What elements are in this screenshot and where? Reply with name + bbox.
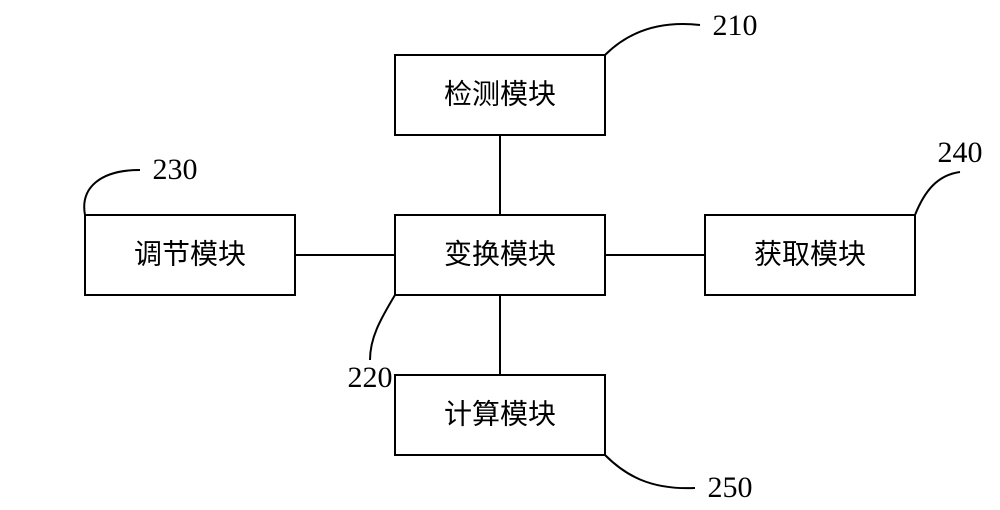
box-label-bottom: 计算模块 [444, 398, 556, 430]
ref-number-top: 210 [713, 9, 758, 42]
leader-top [605, 24, 700, 55]
leader-left [84, 170, 140, 215]
box-label-top: 检测模块 [444, 78, 556, 110]
box-label-center: 变换模块 [444, 238, 556, 270]
ref-number-center: 220 [348, 361, 393, 394]
leader-right [915, 172, 960, 215]
box-label-left: 调节模块 [134, 238, 246, 270]
ref-number-bottom: 250 [708, 471, 753, 504]
leader-bottom [605, 455, 695, 488]
leader-center [370, 295, 395, 360]
box-label-right: 获取模块 [754, 238, 866, 270]
ref-number-left: 230 [153, 153, 198, 186]
block-diagram: 检测模块变换模块 调节模块 获取模块计算模块 210 230 220 240 250 [0, 0, 1000, 510]
ref-number-right: 240 [938, 136, 983, 169]
